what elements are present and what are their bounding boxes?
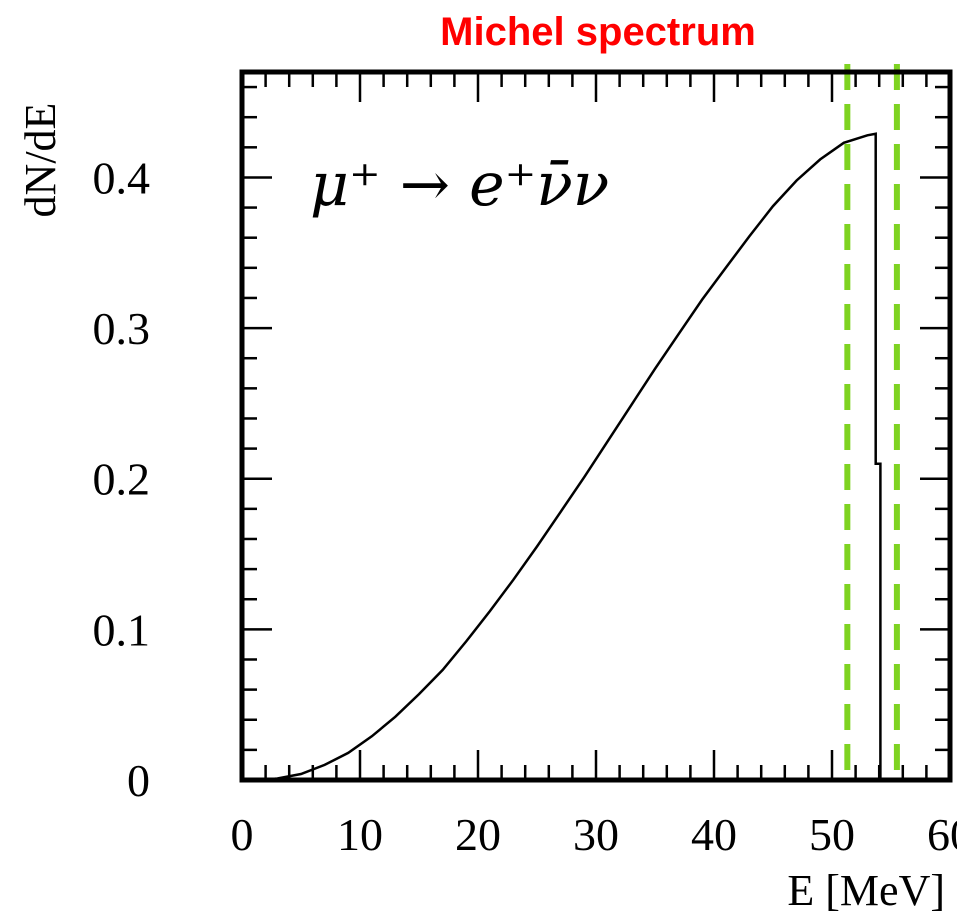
x-axis-label: E [MeV] xyxy=(787,866,945,915)
reference-lines xyxy=(844,64,900,776)
tick-labels: 0 10 20 30 40 50 60 0 0.1 0.2 0.3 0.4 xyxy=(93,152,957,860)
x-tick-label: 0 xyxy=(231,809,254,860)
x-tick-label: 40 xyxy=(691,809,737,860)
y-tick-label: 0.1 xyxy=(93,604,151,655)
decay-formula: μ⁺ → e⁺ν̄ν xyxy=(310,150,609,220)
x-tick-label: 30 xyxy=(573,809,619,860)
x-tick-label: 60 xyxy=(927,809,957,860)
y-tick-label: 0.2 xyxy=(93,454,151,505)
y-tick-label: 0.3 xyxy=(93,303,151,354)
spectrum-curve xyxy=(259,132,882,782)
x-tick-label: 50 xyxy=(809,809,855,860)
plot-frame xyxy=(239,69,953,783)
y-tick-label: 0 xyxy=(127,755,150,806)
x-tick-label: 10 xyxy=(337,809,383,860)
y-tick-label: 0.4 xyxy=(93,152,151,203)
y-axis-label: dN/dE xyxy=(16,103,65,218)
chart-title: Michel spectrum xyxy=(440,10,756,54)
x-tick-label: 20 xyxy=(455,809,501,860)
